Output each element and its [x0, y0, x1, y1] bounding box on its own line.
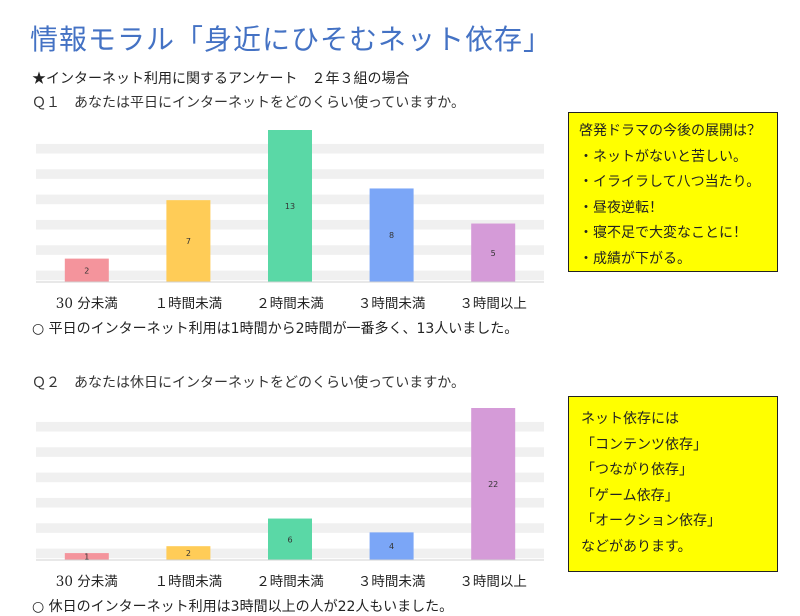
data-label-3: 8 — [389, 231, 394, 240]
data-label-1: 7 — [186, 237, 191, 246]
x-tick-label-2: ２時間未満 — [256, 574, 324, 590]
page-title: 情報モラル「身近にひそむネット依存」 — [30, 23, 553, 56]
data-label-0: 1 — [84, 553, 89, 562]
conclusion-1: ○ 平日のインターネット利用は1時間から2時間が一番多く、13人いました。 — [32, 321, 519, 337]
x-tick-label-0: 30 分未満 — [55, 296, 118, 312]
x-tick-label-4: ３時間以上 — [459, 574, 527, 590]
note-line: ・寝不足で大変なことに！ — [579, 225, 747, 241]
question-2: Ｑ２ あなたは休日にインターネットをどのくらい使っていますか。 — [32, 375, 466, 391]
drama-development-note: 啓発ドラマの今後の展開は？ ・ネットがないと苦しい。 ・イライラして八つ当たり。… — [568, 112, 778, 272]
data-label-4: 22 — [488, 480, 498, 489]
x-tick-label-3: ３時間未満 — [357, 296, 426, 312]
bar-4 — [471, 408, 516, 560]
conclusion-2: ○ 休日のインターネット利用は3時間以上の人が22人もいました。 — [32, 599, 454, 615]
data-label-3: 4 — [389, 542, 394, 551]
chart-plot: 1 2 6 4 22 — [36, 408, 544, 562]
grid-band — [36, 497, 544, 508]
bar-3 — [369, 188, 414, 282]
data-label-2: 13 — [285, 202, 295, 211]
chart-plot: 2 7 13 8 5 — [36, 130, 544, 283]
grid-band — [36, 421, 544, 432]
x-tick-label-3: ３時間未満 — [357, 574, 426, 590]
x-tick-label-0: 30 分未満 — [55, 574, 118, 590]
question-1: Ｑ１ あなたは平日にインターネットをどのくらい使っていますか。 — [32, 95, 466, 111]
data-label-4: 5 — [491, 249, 496, 258]
x-tick-label-1: １時間未満 — [154, 574, 223, 590]
x-tick-label-2: ２時間未満 — [256, 296, 324, 312]
bar-3 — [369, 532, 414, 560]
note-line: ・イライラして八つ当たり。 — [579, 174, 761, 190]
data-label-0: 2 — [84, 266, 89, 275]
bar-4 — [471, 223, 516, 282]
data-label-2: 6 — [287, 535, 292, 544]
bar-1 — [166, 200, 211, 282]
note-line: 「コンテンツ依存」 — [581, 436, 707, 453]
note-line: ・昼夜逆転！ — [579, 199, 663, 216]
note-line: 「オークション依存」 — [581, 513, 721, 529]
bar-0 — [64, 553, 109, 560]
survey-label: ★インターネット利用に関するアンケート ２年３組の場合 — [32, 71, 410, 87]
bar-0 — [64, 258, 109, 282]
holiday-usage-chart: 1 2 6 4 22 30 分未満 １時間未満 ２時間未満 ３時間未満 ３時間以上 — [22, 400, 552, 592]
note-line: 「ゲーム依存」 — [581, 487, 679, 504]
bar-2 — [268, 130, 312, 282]
note-line: 「つながり依存」 — [581, 462, 693, 478]
note-line: ネット依存には — [581, 411, 679, 427]
bar-1 — [166, 546, 211, 560]
bar-2 — [268, 518, 312, 560]
grid-band — [36, 447, 544, 457]
note-line: ・ネットがないと苦しい。 — [579, 148, 747, 165]
note-line: 啓発ドラマの今後の展開は？ — [579, 123, 761, 139]
grid-band — [36, 472, 544, 483]
data-label-1: 2 — [186, 549, 191, 558]
x-tick-label-1: １時間未満 — [154, 296, 223, 312]
x-tick-label-4: ３時間以上 — [459, 296, 527, 312]
note-line: などがあります。 — [581, 538, 692, 555]
weekday-usage-chart: 2 7 13 8 5 30 分未満 １時間未満 ２時間未満 ３時間未満 ３時間以上 — [22, 122, 552, 314]
dependency-types-note: ネット依存には 「コンテンツ依存」 「つながり依存」 「ゲーム依存」 「オークシ… — [568, 396, 778, 572]
note-line: ・成績が下がる。 — [579, 250, 691, 267]
